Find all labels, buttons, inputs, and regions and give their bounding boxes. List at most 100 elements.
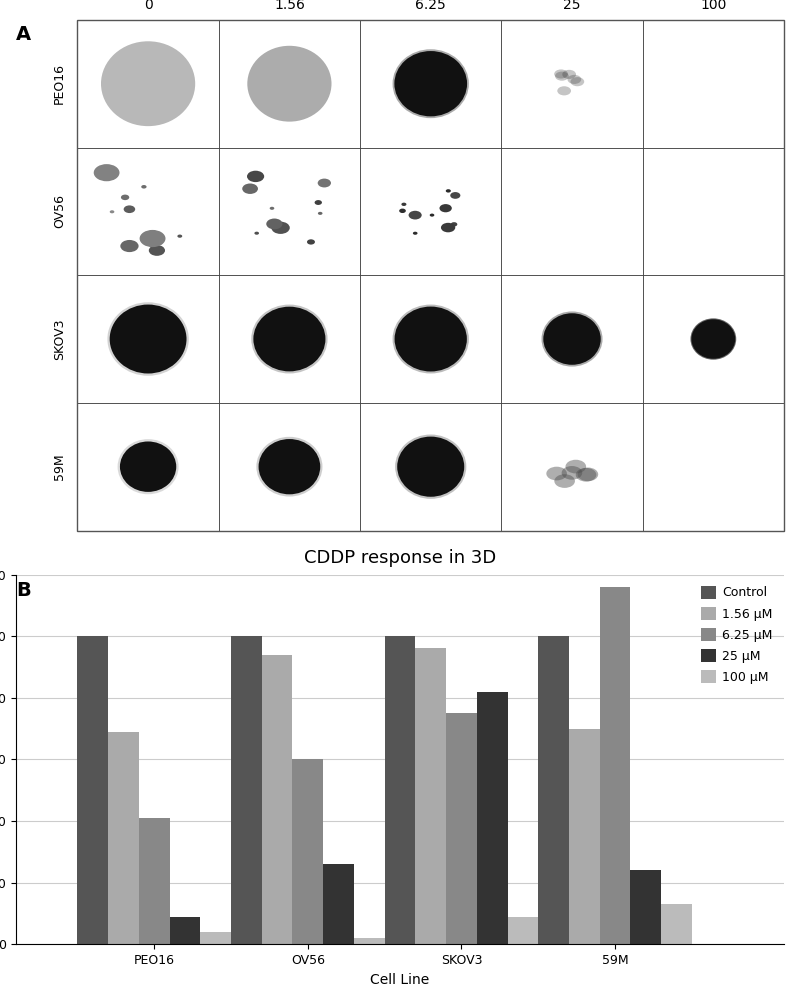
Bar [78, 20, 218, 147]
Ellipse shape [450, 222, 458, 227]
Text: 25: 25 [563, 0, 581, 12]
Bar [502, 403, 642, 531]
Text: 100: 100 [700, 0, 726, 12]
Bar [502, 275, 642, 403]
Text: 1.56: 1.56 [274, 0, 305, 12]
Text: SKOV3: SKOV3 [53, 318, 66, 360]
Bar [78, 636, 108, 944]
Bar [78, 147, 218, 275]
Bar [415, 648, 446, 944]
Bar [218, 275, 360, 403]
Ellipse shape [270, 207, 274, 210]
Ellipse shape [567, 75, 582, 83]
Ellipse shape [576, 468, 596, 482]
Bar [642, 403, 784, 531]
Bar [231, 636, 262, 944]
Title: CDDP response in 3D: CDDP response in 3D [304, 550, 496, 568]
X-axis label: Cell Line: Cell Line [370, 972, 430, 987]
Bar [642, 147, 784, 275]
Bar [170, 916, 200, 944]
Bar [360, 147, 502, 275]
Ellipse shape [307, 240, 315, 245]
Ellipse shape [744, 480, 751, 486]
Bar [538, 636, 569, 944]
Ellipse shape [247, 171, 264, 182]
Text: B: B [16, 581, 30, 600]
Bar [218, 20, 360, 147]
Ellipse shape [399, 209, 406, 213]
Ellipse shape [722, 447, 730, 452]
Ellipse shape [409, 211, 422, 220]
Ellipse shape [314, 200, 322, 205]
Bar [360, 403, 502, 531]
Ellipse shape [555, 72, 569, 81]
Ellipse shape [124, 206, 135, 213]
Ellipse shape [402, 203, 406, 206]
Bar [360, 275, 502, 403]
Ellipse shape [558, 179, 566, 184]
Ellipse shape [690, 318, 736, 360]
Ellipse shape [691, 449, 698, 454]
Ellipse shape [542, 311, 602, 367]
Ellipse shape [178, 235, 182, 238]
Ellipse shape [395, 434, 466, 499]
Bar [385, 636, 415, 944]
Bar [323, 864, 354, 944]
Ellipse shape [94, 164, 119, 181]
Ellipse shape [554, 474, 575, 488]
Bar [218, 403, 360, 531]
Ellipse shape [546, 467, 567, 480]
Bar [569, 729, 600, 944]
Bar [630, 871, 661, 944]
Bar [507, 916, 538, 944]
Bar [354, 938, 385, 944]
Ellipse shape [118, 439, 178, 494]
Text: OV56: OV56 [53, 195, 66, 229]
Text: 0: 0 [144, 0, 153, 12]
Ellipse shape [318, 179, 331, 188]
Ellipse shape [107, 302, 189, 376]
Ellipse shape [266, 219, 282, 230]
Ellipse shape [246, 45, 333, 123]
Text: 6.25: 6.25 [415, 0, 446, 12]
Ellipse shape [558, 86, 571, 95]
Ellipse shape [271, 222, 290, 234]
Ellipse shape [254, 232, 259, 235]
Bar [218, 147, 360, 275]
Text: PEO16: PEO16 [53, 64, 66, 104]
Bar [78, 403, 218, 531]
Ellipse shape [441, 223, 455, 233]
Bar [293, 759, 323, 944]
Ellipse shape [685, 465, 692, 470]
Text: A: A [16, 25, 31, 44]
Bar [446, 713, 477, 944]
Ellipse shape [430, 214, 434, 217]
Bar [108, 732, 139, 944]
Text: 59M: 59M [53, 453, 66, 480]
Ellipse shape [570, 196, 577, 201]
Legend: Control, 1.56 μM, 6.25 μM, 25 μM, 100 μM: Control, 1.56 μM, 6.25 μM, 25 μM, 100 μM [696, 580, 778, 689]
Bar [262, 655, 293, 944]
Ellipse shape [110, 211, 114, 214]
Ellipse shape [393, 50, 469, 118]
Bar [642, 275, 784, 403]
Ellipse shape [570, 78, 584, 86]
Bar [78, 275, 218, 403]
Ellipse shape [256, 436, 322, 497]
Bar [661, 905, 692, 944]
Ellipse shape [140, 230, 166, 248]
Ellipse shape [251, 304, 327, 374]
Ellipse shape [121, 195, 130, 200]
Bar [477, 692, 507, 944]
Ellipse shape [413, 232, 418, 235]
Ellipse shape [393, 304, 469, 374]
Ellipse shape [155, 240, 162, 246]
Ellipse shape [578, 467, 598, 481]
Ellipse shape [242, 184, 258, 194]
Bar [360, 20, 502, 147]
Ellipse shape [599, 220, 607, 226]
Ellipse shape [149, 246, 165, 255]
Bar [642, 20, 784, 147]
Ellipse shape [562, 70, 576, 79]
Ellipse shape [142, 185, 146, 189]
